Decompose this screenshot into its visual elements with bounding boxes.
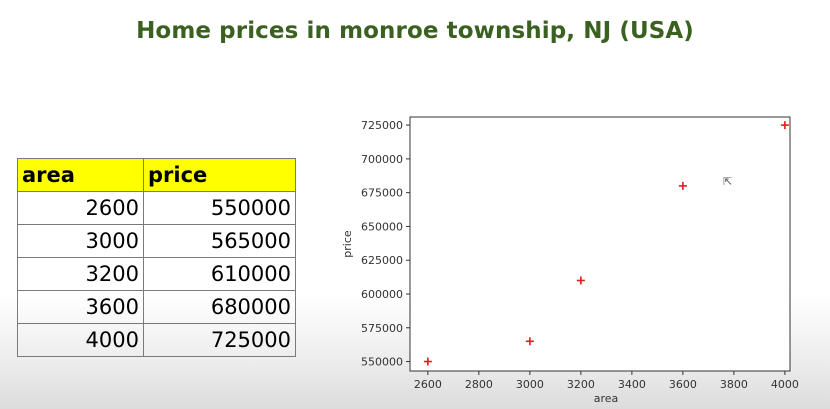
table-header-row: area price [17, 158, 296, 192]
column-header-price: price [143, 158, 296, 192]
price-cell: 565000 [143, 224, 296, 258]
data-table: area price 2600 550000 3000 565000 3200 … [17, 158, 296, 357]
area-cell: 3000 [17, 224, 144, 258]
x-tick-label: 3200 [567, 378, 595, 391]
table-row: 2600 550000 [17, 191, 296, 225]
table-row: 4000 725000 [17, 323, 296, 357]
x-tick-label: 3000 [516, 378, 544, 391]
x-tick-label: 4000 [771, 378, 799, 391]
table-row: 3000 565000 [17, 224, 296, 258]
table-row: 3200 610000 [17, 257, 296, 291]
y-axis-label: price [341, 230, 354, 258]
data-point [525, 337, 534, 346]
area-cell: 2600 [17, 191, 144, 225]
page-title: Home prices in monroe township, NJ (USA) [136, 18, 694, 44]
x-tick-label: 3800 [720, 378, 748, 391]
x-axis-label: area [594, 392, 619, 405]
y-tick-label: 550000 [361, 356, 403, 369]
y-tick-label: 625000 [361, 254, 403, 267]
y-tick-label: 700000 [361, 153, 403, 166]
data-point [576, 276, 585, 285]
scatter-chart: 2600 2800 3000 3200 3400 3600 3800 4000 5500005… [341, 116, 799, 405]
price-cell: 725000 [143, 323, 296, 357]
y-tick-label: 725000 [361, 119, 403, 132]
y-axis: 550000 575000 600000 625000 650000 675000 7000… [361, 119, 410, 369]
data-point [678, 181, 687, 190]
x-tick-label: 2800 [465, 378, 493, 391]
area-cell: 3200 [17, 257, 144, 291]
price-cell: 680000 [143, 290, 296, 324]
data-points [423, 121, 789, 366]
table-row: 3600 680000 [17, 290, 296, 324]
x-tick-label: 3600 [669, 378, 697, 391]
y-tick-label: 575000 [361, 322, 403, 335]
y-tick-label: 675000 [361, 187, 403, 200]
y-tick-label: 650000 [361, 220, 403, 233]
plot-area-frame [409, 116, 791, 372]
area-cell: 4000 [17, 323, 144, 357]
area-cell: 3600 [17, 290, 144, 324]
data-point [423, 357, 432, 366]
x-axis: 2600 2800 3000 3200 3400 3600 3800 4000 [414, 371, 799, 391]
mouse-cursor-icon: ⇱ [723, 176, 733, 188]
y-tick-label: 600000 [361, 288, 403, 301]
price-cell: 550000 [143, 191, 296, 225]
data-point [780, 121, 789, 130]
x-tick-label: 3400 [618, 378, 646, 391]
column-header-area: area [17, 158, 144, 192]
x-tick-label: 2600 [414, 378, 442, 391]
price-cell: 610000 [143, 257, 296, 291]
